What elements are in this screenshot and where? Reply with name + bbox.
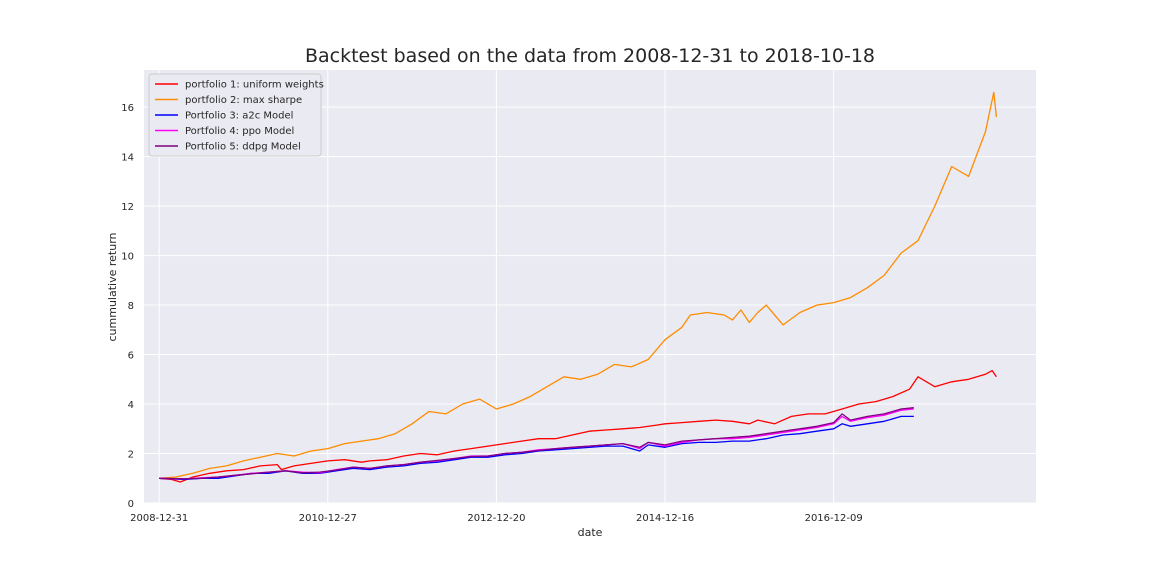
series-line-portfolio-5	[159, 407, 914, 480]
legend-label: Portfolio 5: ddpg Model	[185, 142, 301, 153]
x-tick-label: 2012-12-20	[467, 513, 525, 524]
x-tick-label: 2016-12-09	[805, 513, 863, 524]
x-axis-label: date	[578, 526, 603, 539]
x-tick-label: 2008-12-31	[130, 513, 188, 524]
legend: portfolio 1: uniform weights portfolio 2:…	[148, 73, 324, 157]
y-tick-label: 0	[128, 499, 134, 510]
series-line-portfolio-1	[159, 369, 997, 483]
y-axis-label: cummulative return	[106, 232, 119, 341]
y-tick-label: 4	[128, 400, 134, 411]
x-axis-ticks: 2008-12-31 2010-12-27 2012-12-20 2014-12-16…	[130, 513, 863, 524]
y-axis-ticks: 0 2 4 6 8 10 12 14 16	[121, 103, 134, 510]
legend-label: portfolio 2: max sharpe	[185, 95, 302, 106]
chart-title: Backtest based on the data from 2008-12-…	[305, 45, 875, 67]
legend-label: Portfolio 3: a2c Model	[185, 111, 293, 122]
y-tick-label: 12	[121, 202, 134, 213]
legend-label: Portfolio 4: ppo Model	[185, 126, 294, 137]
series-line-portfolio-2	[159, 91, 998, 479]
legend-box	[148, 73, 322, 157]
x-tick-label: 2014-12-16	[636, 513, 694, 524]
y-tick-label: 2	[128, 450, 134, 461]
legend-label: portfolio 1: uniform weights	[185, 80, 324, 91]
x-tick-label: 2010-12-27	[299, 513, 357, 524]
series-layer	[159, 91, 998, 483]
y-tick-label: 6	[128, 351, 134, 362]
y-tick-label: 14	[121, 153, 134, 164]
y-tick-label: 8	[128, 301, 134, 312]
y-tick-label: 16	[121, 103, 134, 114]
y-tick-label: 10	[121, 252, 134, 263]
